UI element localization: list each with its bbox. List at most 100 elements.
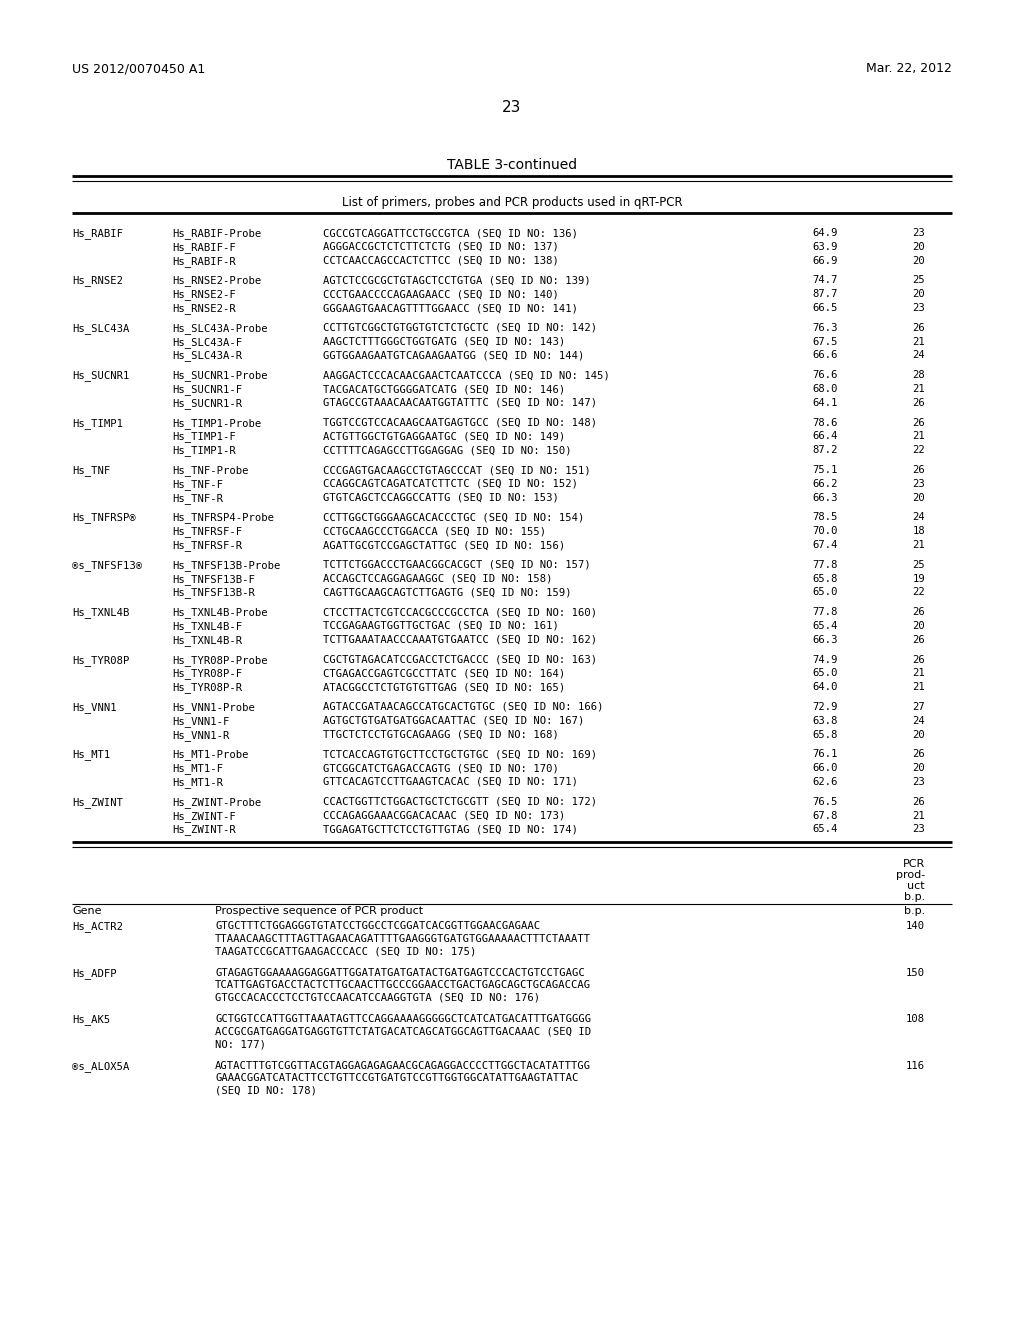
Text: 77.8: 77.8: [812, 560, 838, 570]
Text: ACCAGCTCCAGGAGAAGGC (SEQ ID NO: 158): ACCAGCTCCAGGAGAAGGC (SEQ ID NO: 158): [323, 574, 553, 583]
Text: 76.5: 76.5: [812, 797, 838, 807]
Text: 64.0: 64.0: [812, 682, 838, 692]
Text: 21: 21: [912, 540, 925, 550]
Text: Hs_ZWINT-Probe: Hs_ZWINT-Probe: [172, 797, 261, 808]
Text: 24: 24: [912, 715, 925, 726]
Text: 23: 23: [912, 479, 925, 488]
Text: 65.4: 65.4: [812, 620, 838, 631]
Text: 66.9: 66.9: [812, 256, 838, 265]
Text: Hs_TXNL4B-R: Hs_TXNL4B-R: [172, 635, 242, 645]
Text: CCACTGGTTCTGGACTGCTCTGCGTT (SEQ ID NO: 172): CCACTGGTTCTGGACTGCTCTGCGTT (SEQ ID NO: 1…: [323, 797, 597, 807]
Text: Hs_ACTR2: Hs_ACTR2: [72, 921, 123, 932]
Text: Hs_ZWINT-R: Hs_ZWINT-R: [172, 825, 236, 836]
Text: Hs_SUCNR1-R: Hs_SUCNR1-R: [172, 397, 242, 409]
Text: TCTTCTGGACCCTGAACGGCACGCT (SEQ ID NO: 157): TCTTCTGGACCCTGAACGGCACGCT (SEQ ID NO: 15…: [323, 560, 591, 570]
Text: 26: 26: [912, 417, 925, 428]
Text: Hs_TXNL4B: Hs_TXNL4B: [72, 607, 129, 618]
Text: 72.9: 72.9: [812, 702, 838, 711]
Text: Hs_RNSE2: Hs_RNSE2: [72, 276, 123, 286]
Text: GTAGAGTGGAAAAGGAGGATTGGATATGATGATACTGATGAGTCCCACTGTCCTGAGC: GTAGAGTGGAAAAGGAGGATTGGATATGATGATACTGATG…: [215, 968, 585, 978]
Text: 25: 25: [912, 276, 925, 285]
Text: Hs_ADFP: Hs_ADFP: [72, 968, 117, 978]
Text: Hs_VNN1-Probe: Hs_VNN1-Probe: [172, 702, 255, 713]
Text: Hs_TNFSF13B-F: Hs_TNFSF13B-F: [172, 574, 255, 585]
Text: 66.4: 66.4: [812, 432, 838, 441]
Text: 26: 26: [912, 465, 925, 475]
Text: Hs_RNSE2-Probe: Hs_RNSE2-Probe: [172, 276, 261, 286]
Text: 66.0: 66.0: [812, 763, 838, 774]
Text: AAGGACTCCCACAACGAACTCAATCCCA (SEQ ID NO: 145): AAGGACTCCCACAACGAACTCAATCCCA (SEQ ID NO:…: [323, 370, 610, 380]
Text: Hs_TNF-R: Hs_TNF-R: [172, 492, 223, 503]
Text: GTGCTTTCTGGAGGGTGTATCCTGGCCTCGGATCACGGTTGGAACGAGAAC: GTGCTTTCTGGAGGGTGTATCCTGGCCTCGGATCACGGTT…: [215, 921, 540, 931]
Text: 23: 23: [912, 777, 925, 787]
Text: 65.8: 65.8: [812, 574, 838, 583]
Text: uct: uct: [907, 882, 925, 891]
Text: Hs_TNFRSF-R: Hs_TNFRSF-R: [172, 540, 242, 550]
Text: 64.1: 64.1: [812, 397, 838, 408]
Text: CCCGAGTGACAAGCCTGTAGCCCAT (SEQ ID NO: 151): CCCGAGTGACAAGCCTGTAGCCCAT (SEQ ID NO: 15…: [323, 465, 591, 475]
Text: 21: 21: [912, 337, 925, 347]
Text: 63.8: 63.8: [812, 715, 838, 726]
Text: CCCAGAGGAAACGGACACAAC (SEQ ID NO: 173): CCCAGAGGAAACGGACACAAC (SEQ ID NO: 173): [323, 810, 565, 821]
Text: 23: 23: [912, 304, 925, 313]
Text: Hs_TIMP1-Probe: Hs_TIMP1-Probe: [172, 417, 261, 429]
Text: Hs_MT1-Probe: Hs_MT1-Probe: [172, 750, 249, 760]
Text: PCR: PCR: [903, 859, 925, 869]
Text: Hs_SLC43A-Probe: Hs_SLC43A-Probe: [172, 323, 267, 334]
Text: Hs_AK5: Hs_AK5: [72, 1014, 111, 1026]
Text: CCCTGAACCCCAGAAGAACC (SEQ ID NO: 140): CCCTGAACCCCAGAAGAACC (SEQ ID NO: 140): [323, 289, 559, 300]
Text: TABLE 3-continued: TABLE 3-continued: [446, 158, 578, 172]
Text: 65.0: 65.0: [812, 587, 838, 598]
Text: Hs_RABIF-R: Hs_RABIF-R: [172, 256, 236, 267]
Text: TAAGATCCGCATTGAAGACCCACC (SEQ ID NO: 175): TAAGATCCGCATTGAAGACCCACC (SEQ ID NO: 175…: [215, 946, 476, 956]
Text: Hs_VNN1: Hs_VNN1: [72, 702, 117, 713]
Text: 140: 140: [906, 921, 925, 931]
Text: 87.2: 87.2: [812, 445, 838, 455]
Text: Hs_ZWINT: Hs_ZWINT: [72, 797, 123, 808]
Text: 20: 20: [912, 289, 925, 300]
Text: CCTTTTCAGAGCCTTGGAGGAG (SEQ ID NO: 150): CCTTTTCAGAGCCTTGGAGGAG (SEQ ID NO: 150): [323, 445, 571, 455]
Text: CGCTGTAGACATCCGACCTCTGACCC (SEQ ID NO: 163): CGCTGTAGACATCCGACCTCTGACCC (SEQ ID NO: 1…: [323, 655, 597, 664]
Text: 21: 21: [912, 810, 925, 821]
Text: Hs_TYR08P-Probe: Hs_TYR08P-Probe: [172, 655, 267, 665]
Text: 66.6: 66.6: [812, 350, 838, 360]
Text: 66.2: 66.2: [812, 479, 838, 488]
Text: (SEQ ID NO: 178): (SEQ ID NO: 178): [215, 1085, 317, 1096]
Text: CCAGGCAGTCAGATCATCTTCTC (SEQ ID NO: 152): CCAGGCAGTCAGATCATCTTCTC (SEQ ID NO: 152): [323, 479, 578, 488]
Text: ATACGGCCTCTGTGTGTTGAG (SEQ ID NO: 165): ATACGGCCTCTGTGTGTTGAG (SEQ ID NO: 165): [323, 682, 565, 692]
Text: Mar. 22, 2012: Mar. 22, 2012: [866, 62, 952, 75]
Text: Hs_SLC43A-R: Hs_SLC43A-R: [172, 350, 242, 362]
Text: 20: 20: [912, 242, 925, 252]
Text: Hs_TNFSF13B-R: Hs_TNFSF13B-R: [172, 587, 255, 598]
Text: 74.7: 74.7: [812, 276, 838, 285]
Text: GTAGCCGTAAACAACAATGGTATTTC (SEQ ID NO: 147): GTAGCCGTAAACAACAATGGTATTTC (SEQ ID NO: 1…: [323, 397, 597, 408]
Text: 26: 26: [912, 797, 925, 807]
Text: Hs_RABIF-F: Hs_RABIF-F: [172, 242, 236, 252]
Text: 23: 23: [503, 100, 521, 115]
Text: 26: 26: [912, 397, 925, 408]
Text: AGATTGCGTCCGAGCTATTGC (SEQ ID NO: 156): AGATTGCGTCCGAGCTATTGC (SEQ ID NO: 156): [323, 540, 565, 550]
Text: Hs_TNFRSP4-Probe: Hs_TNFRSP4-Probe: [172, 512, 274, 523]
Text: AGTCTCCGCGCTGTAGCTCCTGTGA (SEQ ID NO: 139): AGTCTCCGCGCTGTAGCTCCTGTGA (SEQ ID NO: 13…: [323, 276, 591, 285]
Text: Hs_TXNL4B-F: Hs_TXNL4B-F: [172, 620, 242, 632]
Text: ®s_ALOX5A: ®s_ALOX5A: [72, 1061, 129, 1072]
Text: TCCGAGAAGTGGTTGCTGAC (SEQ ID NO: 161): TCCGAGAAGTGGTTGCTGAC (SEQ ID NO: 161): [323, 620, 559, 631]
Text: 64.9: 64.9: [812, 228, 838, 238]
Text: 28: 28: [912, 370, 925, 380]
Text: CGCCGTCAGGATTCCTGCCGTCA (SEQ ID NO: 136): CGCCGTCAGGATTCCTGCCGTCA (SEQ ID NO: 136): [323, 228, 578, 238]
Text: TCTCACCAGTGTGCTTCCTGCTGTGC (SEQ ID NO: 169): TCTCACCAGTGTGCTTCCTGCTGTGC (SEQ ID NO: 1…: [323, 750, 597, 759]
Text: CTCCTTACTCGTCCACGCCCGCCTCA (SEQ ID NO: 160): CTCCTTACTCGTCCACGCCCGCCTCA (SEQ ID NO: 1…: [323, 607, 597, 618]
Text: Hs_TXNL4B-Probe: Hs_TXNL4B-Probe: [172, 607, 267, 618]
Text: Hs_TYR08P-R: Hs_TYR08P-R: [172, 682, 242, 693]
Text: Hs_RNSE2-R: Hs_RNSE2-R: [172, 304, 236, 314]
Text: 25: 25: [912, 560, 925, 570]
Text: 67.4: 67.4: [812, 540, 838, 550]
Text: 21: 21: [912, 432, 925, 441]
Text: Hs_MT1-R: Hs_MT1-R: [172, 777, 223, 788]
Text: AGTACTTTGTCGGTTACGTAGGAGAGAGAACGCAGAGGACCCCTTGGCTACATATTTGG: AGTACTTTGTCGGTTACGTAGGAGAGAGAACGCAGAGGAC…: [215, 1061, 591, 1071]
Text: b.p.: b.p.: [904, 907, 925, 916]
Text: Hs_TNFRSF-F: Hs_TNFRSF-F: [172, 527, 242, 537]
Text: 67.8: 67.8: [812, 810, 838, 821]
Text: 23: 23: [912, 825, 925, 834]
Text: CCTGCAAGCCCTGGACCA (SEQ ID NO: 155): CCTGCAAGCCCTGGACCA (SEQ ID NO: 155): [323, 527, 546, 536]
